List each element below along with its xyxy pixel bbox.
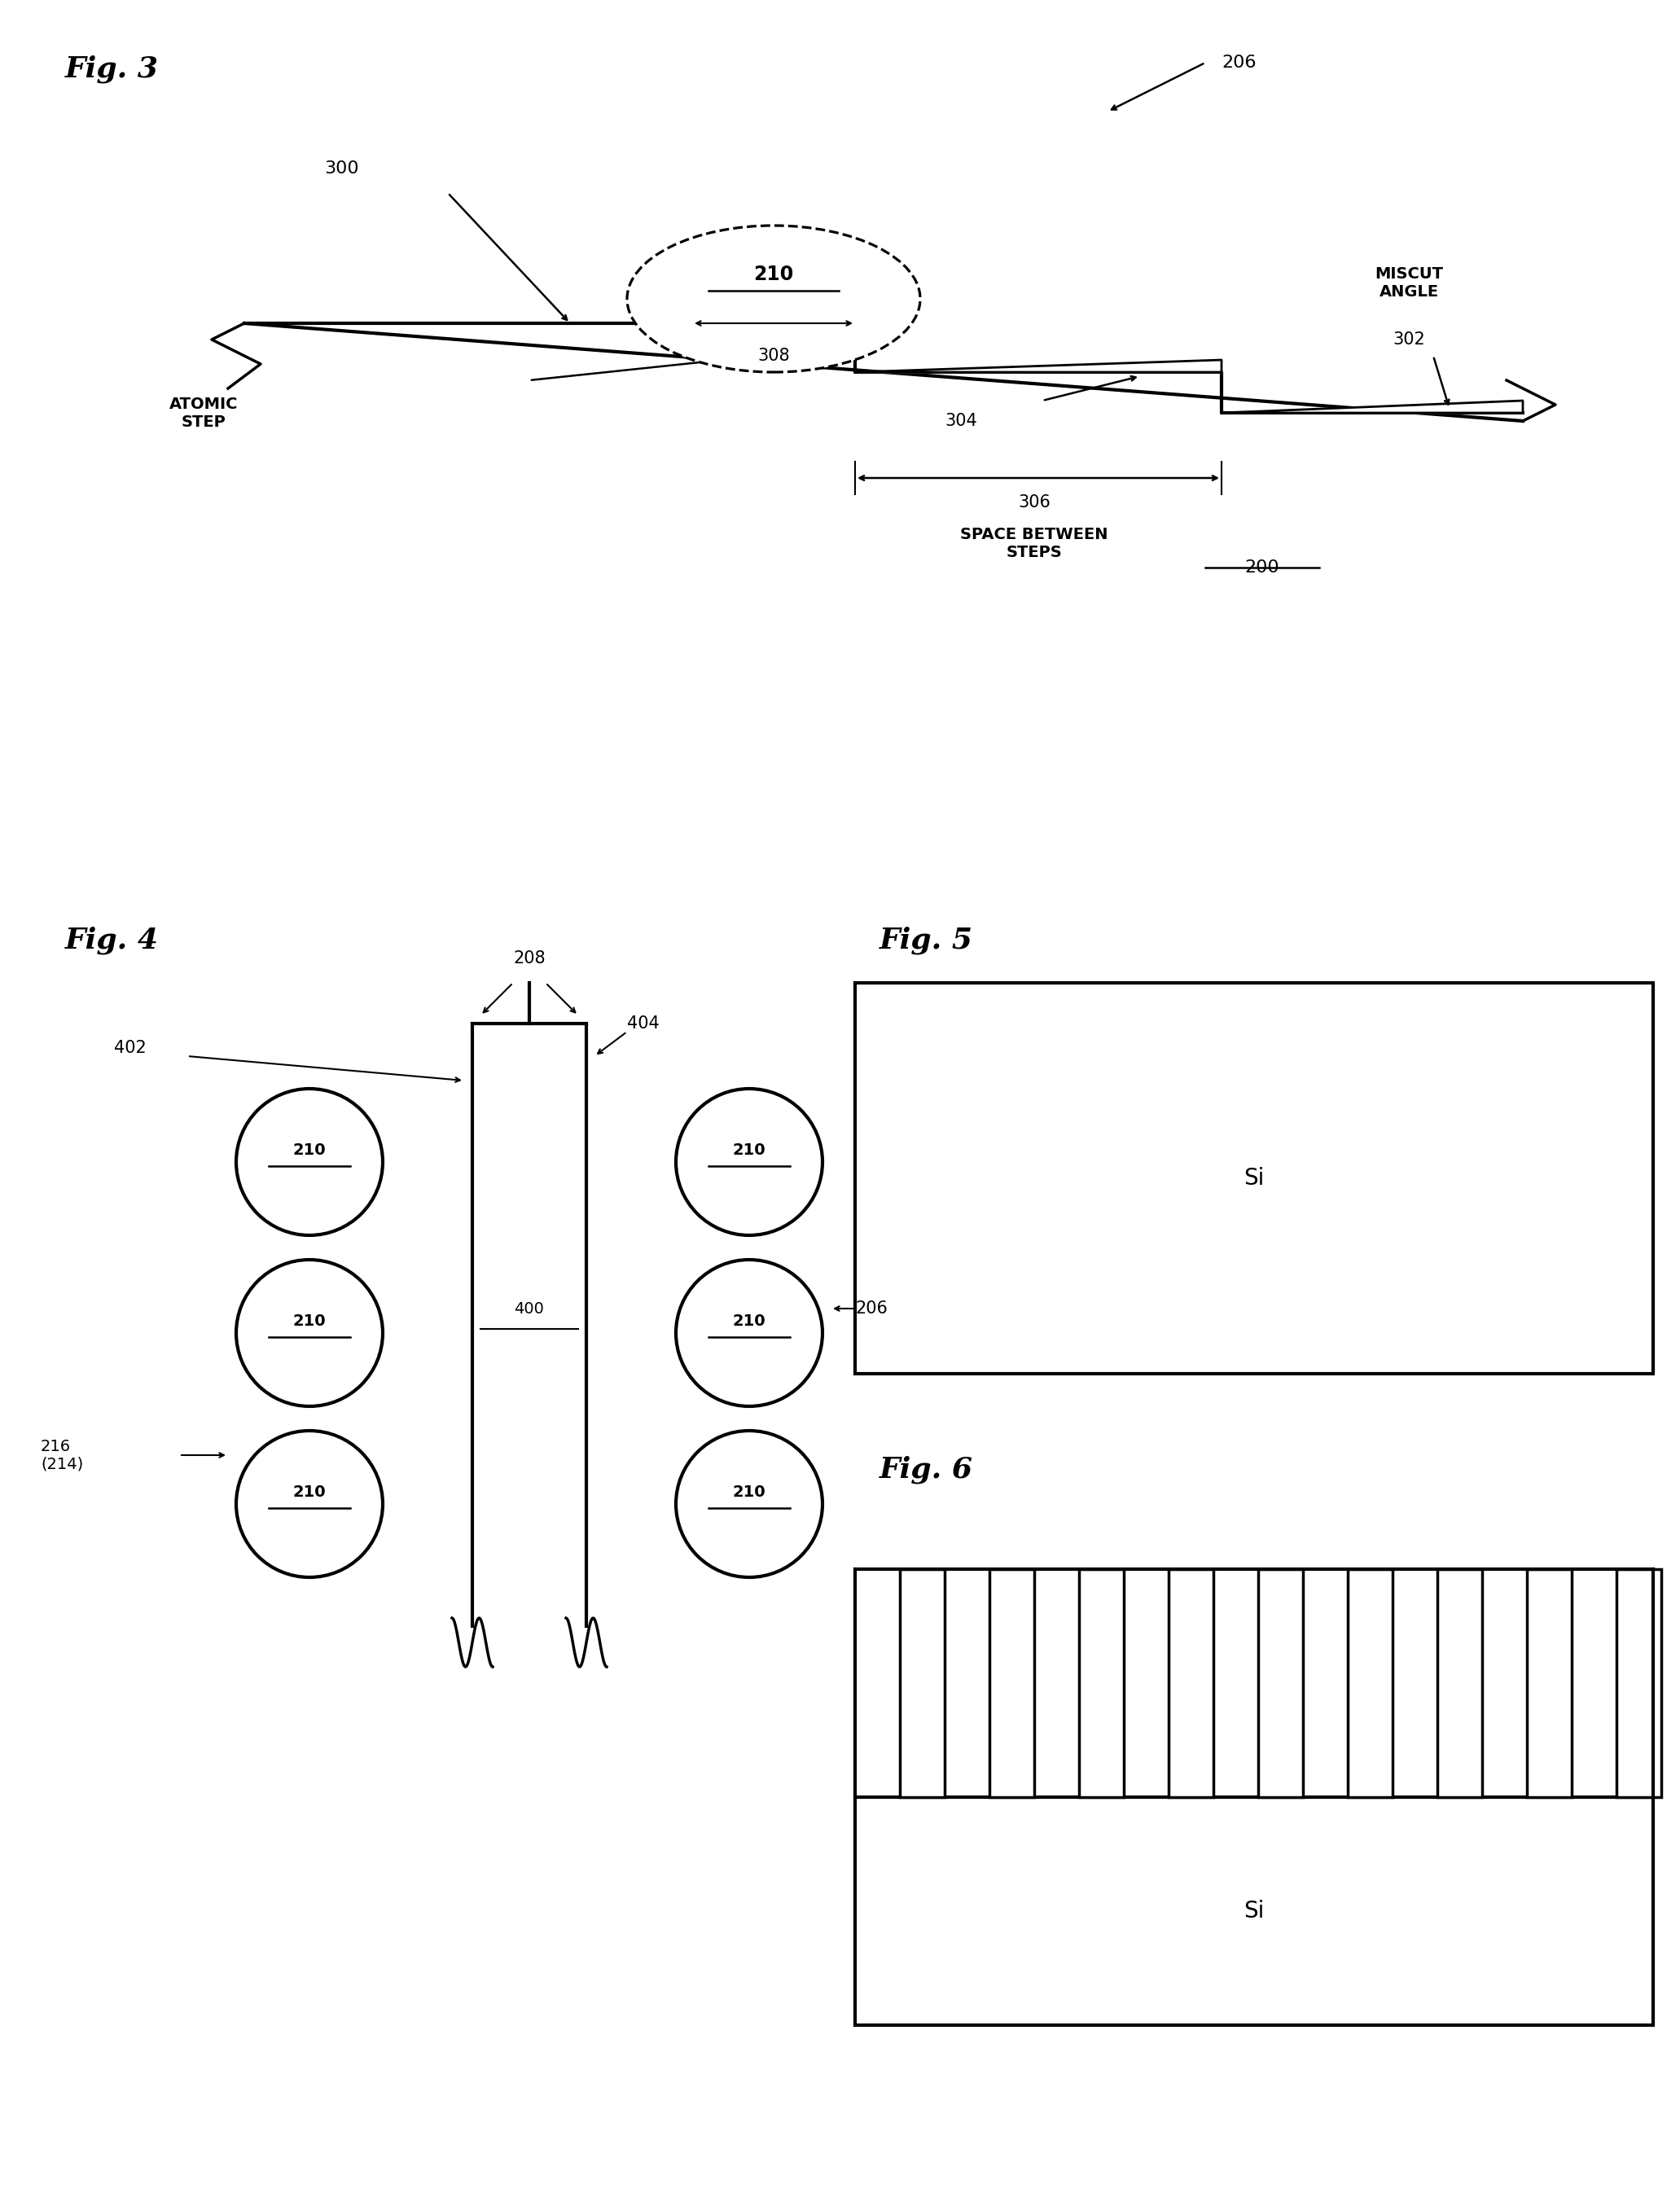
Circle shape xyxy=(675,1090,823,1236)
Text: 210: 210 xyxy=(732,1483,766,1499)
Text: MISCUT
ANGLE: MISCUT ANGLE xyxy=(1374,267,1443,300)
Text: Fig. 3: Fig. 3 xyxy=(66,55,160,83)
Bar xyxy=(990,1569,1035,1796)
Bar xyxy=(900,1569,944,1796)
Text: 306: 306 xyxy=(1018,494,1050,510)
Circle shape xyxy=(675,1431,823,1578)
Text: 402: 402 xyxy=(114,1039,146,1057)
Text: SPACE BETWEEN
STEPS: SPACE BETWEEN STEPS xyxy=(961,527,1109,560)
Bar xyxy=(1616,1569,1662,1796)
Text: 210: 210 xyxy=(732,1313,766,1328)
Text: 210: 210 xyxy=(754,265,793,284)
Text: 200: 200 xyxy=(1245,560,1280,575)
Circle shape xyxy=(237,1431,383,1578)
Text: Si: Si xyxy=(1243,1166,1265,1190)
Bar xyxy=(1438,1569,1482,1796)
Text: 304: 304 xyxy=(944,414,978,429)
Text: 210: 210 xyxy=(732,1142,766,1157)
Text: Fig. 5: Fig. 5 xyxy=(880,926,973,954)
Polygon shape xyxy=(855,359,1221,372)
Bar xyxy=(855,1796,1653,2026)
Text: Si: Si xyxy=(1243,1899,1265,1923)
Ellipse shape xyxy=(627,225,921,372)
Text: 302: 302 xyxy=(1393,330,1425,348)
Text: Fig. 4: Fig. 4 xyxy=(66,926,160,954)
Text: 210: 210 xyxy=(292,1313,326,1328)
Circle shape xyxy=(237,1090,383,1236)
Text: 210: 210 xyxy=(292,1142,326,1157)
Text: 400: 400 xyxy=(514,1302,544,1317)
Text: 300: 300 xyxy=(324,160,360,177)
Text: ATOMIC
STEP: ATOMIC STEP xyxy=(170,396,239,431)
Polygon shape xyxy=(1221,400,1522,414)
Text: 208: 208 xyxy=(512,950,546,967)
Text: 216
(214): 216 (214) xyxy=(40,1438,84,1473)
Circle shape xyxy=(675,1260,823,1407)
Text: Fig. 6: Fig. 6 xyxy=(880,1455,973,1483)
Text: 404: 404 xyxy=(627,1015,660,1033)
Bar xyxy=(1527,1569,1572,1796)
Bar xyxy=(1169,1569,1213,1796)
Text: 206: 206 xyxy=(855,1300,887,1317)
Text: 206: 206 xyxy=(1221,55,1257,70)
Bar xyxy=(1079,1569,1124,1796)
Text: 308: 308 xyxy=(758,348,790,363)
Bar xyxy=(1258,1569,1304,1796)
Bar xyxy=(1347,1569,1393,1796)
Circle shape xyxy=(237,1260,383,1407)
Text: 210: 210 xyxy=(292,1483,326,1499)
Bar xyxy=(855,982,1653,1374)
